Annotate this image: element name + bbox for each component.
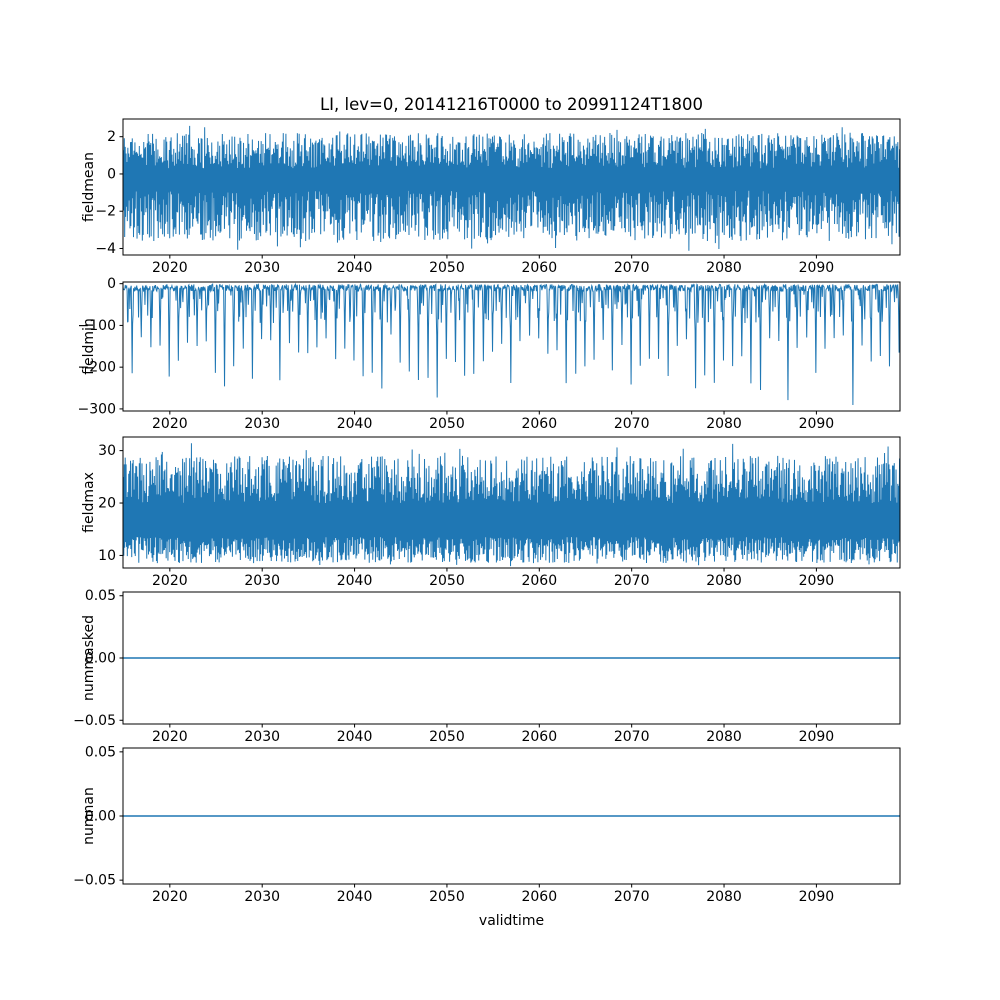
- fieldmean-xtick: 2090: [799, 260, 835, 276]
- fieldmax-xtick: 2060: [521, 573, 557, 589]
- ylabel-nummasked: nummasked: [81, 615, 97, 701]
- nummasked-xtick: 2050: [429, 729, 465, 745]
- ylabel-fieldmin: fieldmin: [81, 318, 97, 375]
- numnan-xtick: 2050: [429, 889, 465, 905]
- fieldmin-xtick: 2040: [337, 416, 373, 432]
- nummasked-xtick: 2020: [152, 729, 188, 745]
- fieldmean-ytick: 0: [107, 166, 116, 182]
- fieldmean-ytick: −2: [95, 204, 116, 220]
- subplot-fieldmean: 2020 2030 2040 2050 2060 2070 2080 2090 −4 −2 0 2: [95, 118, 901, 276]
- fieldmin-xtick: 2030: [244, 416, 280, 432]
- nummasked-ytick: −0.05: [73, 713, 116, 729]
- numnan-xtick: 2020: [152, 889, 188, 905]
- fieldmin-xtick: 2090: [799, 416, 835, 432]
- numnan-ytick: 0.05: [85, 744, 116, 760]
- fieldmean-frame: [122, 118, 901, 256]
- fieldmean-xtick: 2050: [429, 260, 465, 276]
- numnan-xtick: 2080: [706, 889, 742, 905]
- x-axis-label: validtime: [478, 913, 545, 929]
- fieldmax-xtick: 2070: [614, 573, 650, 589]
- fieldmin-ytick: −300: [78, 401, 116, 417]
- ylabel-fieldmax: fieldmax: [81, 472, 97, 533]
- fieldmin-ytick: 0: [107, 276, 116, 292]
- nummasked-ytick: 0.05: [85, 588, 116, 604]
- fieldmean-ytick: −4: [95, 241, 116, 257]
- fieldmean-xtick: 2020: [152, 260, 188, 276]
- nummasked-xtick: 2060: [521, 729, 557, 745]
- fieldmin-xtick: 2080: [706, 416, 742, 432]
- fieldmean-xtick: 2080: [706, 260, 742, 276]
- nummasked-xtick: 2030: [244, 729, 280, 745]
- nummasked-xtick: 2080: [706, 729, 742, 745]
- nummasked-xtick: 2040: [337, 729, 373, 745]
- figure-title: LI, lev=0, 20141216T0000 to 20991124T180…: [319, 95, 704, 114]
- fieldmin-ytick: −200: [78, 360, 116, 376]
- subplot-fieldmin: 2020 2030 2040 2050 2060 2070 2080 2090 −300 −200…: [78, 276, 901, 432]
- fieldmax-frame: [122, 436, 901, 569]
- fieldmin-line: [123, 282, 900, 405]
- fieldmin-xtick: 2060: [521, 416, 557, 432]
- ylabel-fieldmean: fieldmean: [81, 152, 97, 222]
- fieldmax-ytick: 20: [98, 496, 116, 512]
- numnan-xtick: 2070: [614, 889, 650, 905]
- numnan-ytick: −0.05: [73, 873, 116, 889]
- numnan-xtick: 2060: [521, 889, 557, 905]
- fieldmax-ytick: 30: [98, 443, 116, 459]
- numnan-xtick: 2030: [244, 889, 280, 905]
- ylabel-numnan: numnan: [81, 787, 97, 845]
- subplot-nummasked: 2020 2030 2040 2050 2060 2070 2080 2090 −0.05 0.0…: [73, 588, 901, 745]
- fieldmean-xtick: 2030: [244, 260, 280, 276]
- fieldmean-line: [123, 125, 900, 251]
- numnan-xtick: 2040: [337, 889, 373, 905]
- fieldmean-xtick: 2040: [337, 260, 373, 276]
- fieldmin-xtick: 2050: [429, 416, 465, 432]
- fieldmax-line: [123, 443, 900, 567]
- numnan-ytick: 0.00: [85, 809, 116, 825]
- fieldmax-xtick: 2090: [799, 573, 835, 589]
- fieldmin-xtick: 2020: [152, 416, 188, 432]
- nummasked-xtick: 2090: [799, 729, 835, 745]
- nummasked-ytick: 0.00: [85, 651, 116, 667]
- generated-plots: 2020 2030 2040 2050 2060 2070 2080 2090−4−20220…: [73, 118, 901, 905]
- fieldmean-xtick: 2070: [614, 260, 650, 276]
- fieldmax-xtick: 2040: [337, 573, 373, 589]
- fieldmax-xtick: 2030: [244, 573, 280, 589]
- fieldmean-ytick: 2: [107, 129, 116, 145]
- fieldmean-xtick: 2060: [521, 260, 557, 276]
- fieldmax-xtick: 2050: [429, 573, 465, 589]
- fieldmin-frame: [122, 281, 901, 412]
- numnan-xtick: 2090: [799, 889, 835, 905]
- fieldmax-ytick: 10: [98, 548, 116, 564]
- fieldmin-xtick: 2070: [614, 416, 650, 432]
- subplot-numnan: 2020 2030 2040 2050 2060 2070 2080 2090 −0.05 0.0…: [73, 744, 901, 905]
- fieldmax-xtick: 2080: [706, 573, 742, 589]
- nummasked-xtick: 2070: [614, 729, 650, 745]
- fieldmin-ytick: −100: [78, 318, 116, 334]
- fieldmax-xtick: 2020: [152, 573, 188, 589]
